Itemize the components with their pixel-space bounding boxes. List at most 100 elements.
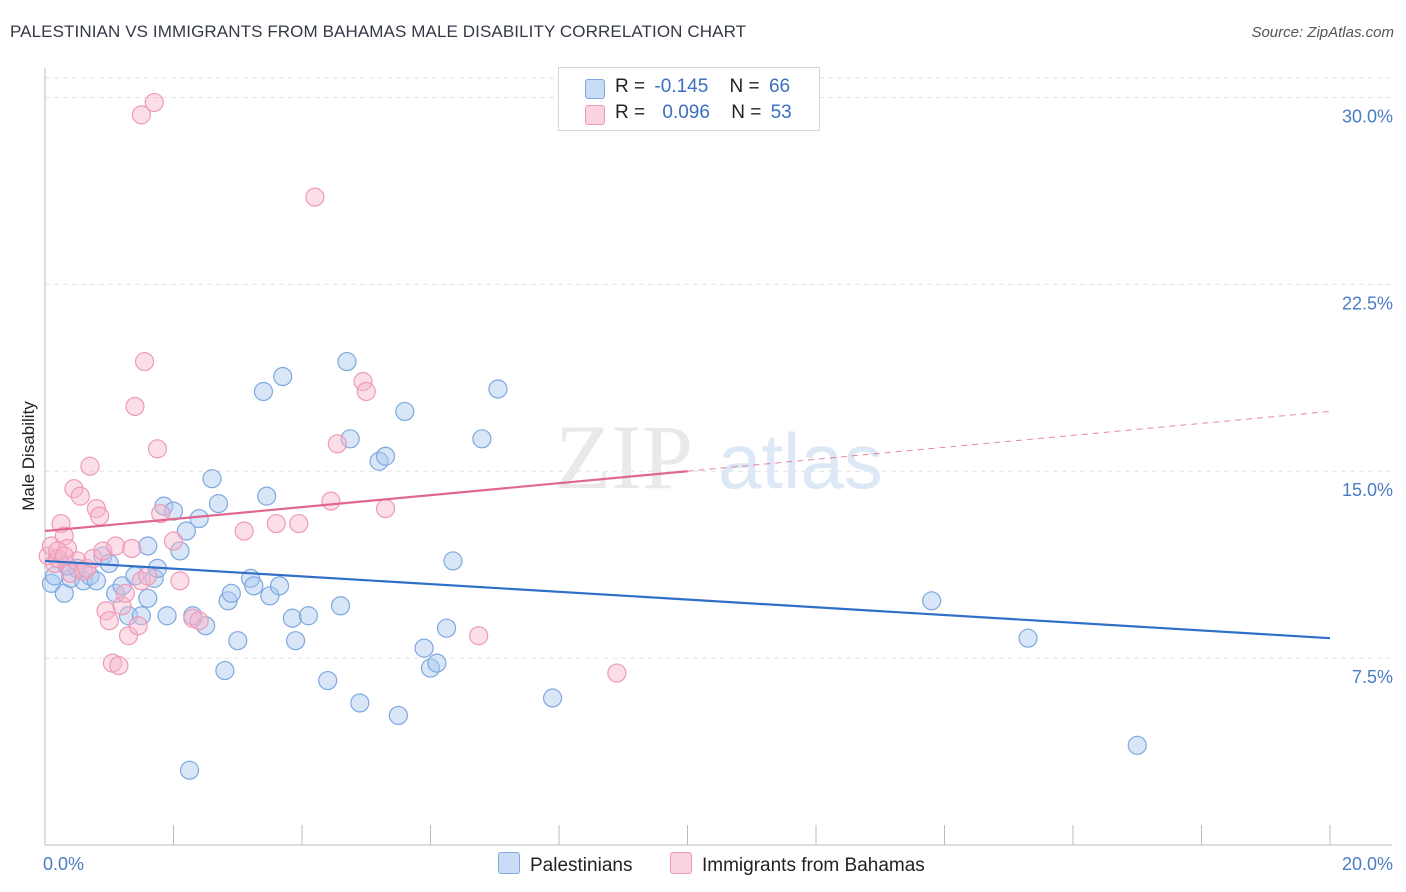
point-palestinians: [260, 586, 280, 606]
trend-line-bahamas-extension: [687, 410, 1331, 472]
point-palestinians: [436, 618, 457, 638]
point-palestinians: [340, 429, 360, 449]
point-bahamas: [138, 566, 158, 586]
x-tick-label: 0.0%: [43, 854, 84, 874]
point-palestinians: [395, 401, 415, 422]
series-palestinians-points: [41, 351, 1147, 780]
point-bahamas: [106, 536, 126, 556]
point-bahamas: [151, 503, 171, 524]
trend-line-bahamas: [44, 470, 688, 533]
point-palestinians: [472, 429, 492, 449]
point-bahamas: [48, 541, 68, 561]
point-bahamas: [109, 655, 129, 676]
bottom-legend-swatch-bahamas: [670, 852, 692, 874]
point-bahamas: [144, 92, 164, 113]
point-palestinians: [285, 631, 306, 651]
point-palestinians: [202, 469, 222, 489]
point-palestinians: [375, 446, 396, 466]
point-palestinians: [138, 536, 158, 556]
legend-r-label: R =: [615, 102, 646, 123]
trend-line-palestinians: [44, 559, 1331, 640]
trend-lines: [44, 410, 1331, 640]
point-palestinians: [257, 486, 277, 506]
y-tick-label: 22.5%: [1342, 293, 1393, 313]
point-bahamas: [375, 498, 396, 519]
point-palestinians: [922, 591, 942, 611]
point-palestinians: [273, 366, 293, 387]
point-palestinians: [244, 576, 264, 596]
bottom-legend-swatch-palestinians: [498, 852, 520, 874]
point-palestinians: [350, 693, 370, 713]
point-bahamas: [469, 626, 489, 646]
point-bahamas: [112, 596, 132, 616]
point-palestinians: [170, 541, 190, 561]
point-bahamas: [134, 351, 155, 372]
chart-source: Source: ZipAtlas.com: [1251, 24, 1394, 41]
ticks: 7.5% 15.0% 22.5% 30.0% 0.0% 20.0%: [43, 106, 1393, 874]
point-bahamas: [54, 546, 74, 566]
point-palestinians: [427, 653, 447, 673]
point-bahamas: [128, 616, 148, 636]
point-palestinians: [443, 551, 463, 571]
point-bahamas: [266, 513, 286, 534]
point-bahamas: [163, 531, 184, 551]
y-tick-label: 7.5%: [1352, 667, 1393, 687]
chart-title: PALESTINIAN VS IMMIGRANTS FROM BAHAMAS M…: [10, 22, 747, 41]
point-palestinians: [388, 705, 408, 726]
point-bahamas: [90, 506, 110, 526]
point-bahamas: [327, 434, 347, 454]
point-bahamas: [70, 486, 90, 506]
point-bahamas: [356, 381, 376, 402]
legend-r-value-bahamas: 0.096: [662, 102, 710, 123]
point-palestinians: [189, 508, 209, 529]
legend-swatch-palestinians: [585, 79, 605, 99]
point-palestinians: [542, 688, 563, 708]
bottom-legend-label-palestinians: Palestinians: [530, 855, 633, 876]
point-bahamas: [99, 611, 119, 631]
x-tick-label: 20.0%: [1342, 854, 1393, 874]
point-palestinians: [414, 638, 434, 658]
point-palestinians: [179, 760, 200, 780]
point-bahamas: [131, 571, 151, 591]
point-bahamas: [93, 541, 113, 561]
point-palestinians: [337, 351, 357, 372]
point-palestinians: [138, 588, 158, 608]
watermark: ZIP atlas: [555, 406, 883, 508]
point-palestinians: [269, 576, 290, 596]
legend-r-value-palestinians: -0.145: [654, 76, 709, 97]
point-bahamas: [115, 583, 135, 603]
point-palestinians: [176, 521, 196, 541]
point-palestinians: [488, 379, 508, 399]
legend-n-label: N =: [729, 76, 760, 97]
point-palestinians: [228, 631, 248, 651]
point-bahamas: [64, 479, 84, 499]
legend-n-label: N =: [731, 102, 762, 123]
point-palestinians: [420, 658, 441, 678]
point-bahamas: [305, 187, 325, 207]
point-palestinians: [369, 451, 389, 471]
point-palestinians: [221, 583, 241, 603]
point-bahamas: [122, 538, 142, 559]
point-palestinians: [298, 606, 319, 626]
point-bahamas: [118, 626, 139, 646]
y-tick-label: 15.0%: [1342, 480, 1393, 500]
point-bahamas: [289, 513, 309, 534]
watermark-zip: ZIP: [555, 406, 693, 508]
point-palestinians: [157, 606, 177, 626]
legend-n-value-bahamas: 53: [770, 102, 792, 123]
point-bahamas: [67, 551, 87, 571]
point-palestinians: [282, 608, 302, 628]
point-palestinians: [253, 381, 274, 402]
legend: R = -0.145 N = 66 R = 0.096 N = 53: [558, 67, 820, 131]
point-palestinians: [330, 596, 351, 616]
point-bahamas: [321, 491, 341, 511]
point-bahamas: [80, 456, 100, 476]
bottom-legend-label-bahamas: Immigrants from Bahamas: [702, 855, 925, 876]
point-bahamas: [170, 571, 190, 591]
point-bahamas: [607, 663, 627, 683]
point-bahamas: [234, 521, 254, 541]
axes: [44, 68, 1392, 846]
point-bahamas: [125, 396, 145, 417]
point-palestinians: [208, 494, 229, 514]
